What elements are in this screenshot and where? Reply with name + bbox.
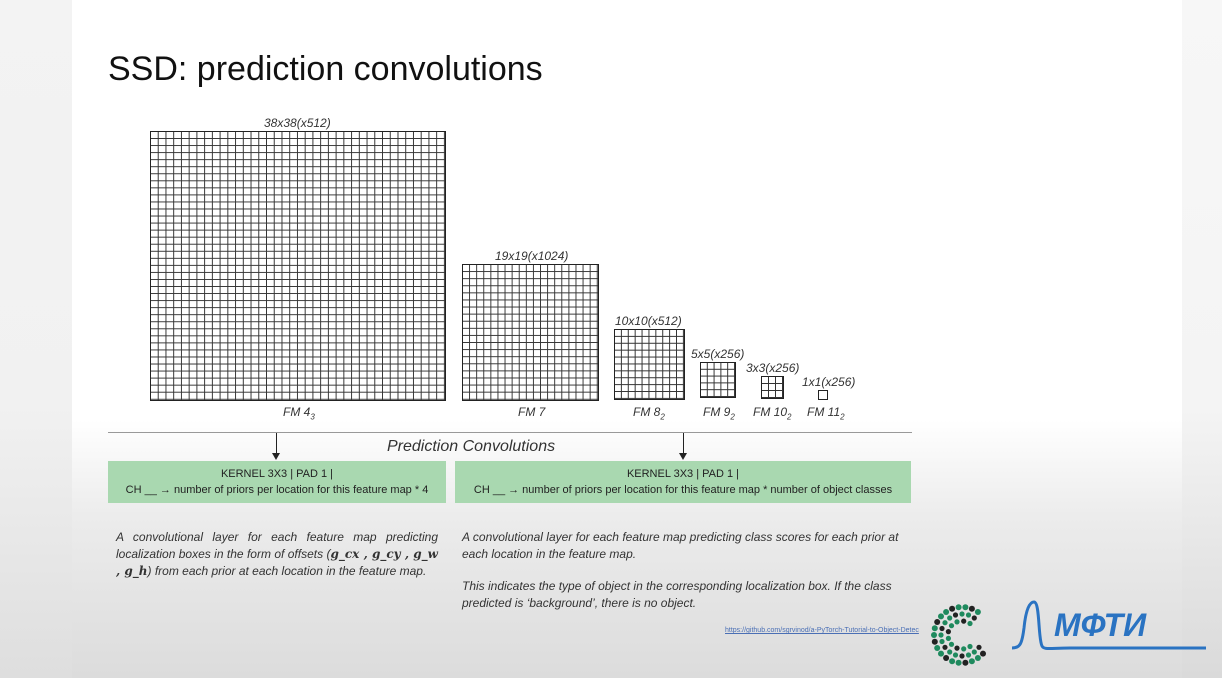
fm10-grid — [761, 376, 784, 399]
loc-kernel-line2: CH __ → number of priors per location fo… — [125, 484, 429, 496]
divider-line — [108, 432, 912, 433]
localization-kernel-box: KERNEL 3X3 | PAD 1 | CH __ → number of p… — [108, 461, 446, 503]
slide-margin-right — [1182, 0, 1222, 678]
fm9-grid — [700, 362, 736, 398]
fm4-grid — [150, 131, 446, 401]
emblem-dot — [947, 649, 953, 655]
fm8-grid — [614, 329, 685, 400]
arrow-left-line — [276, 433, 277, 453]
fm9-size-label: 5x5(x256) — [691, 347, 745, 361]
localization-description: A convolutional layer for each feature m… — [116, 530, 439, 578]
emblem-dot — [961, 618, 967, 624]
emblem-dot — [939, 625, 945, 632]
offset-formula: g_cx , g_cy , g_w , g_h — [116, 547, 439, 578]
emblem-dot — [976, 644, 982, 650]
emblem-dot — [961, 646, 967, 652]
fm11-size-label: 1x1(x256) — [802, 375, 856, 389]
fm7-size-label: 19x19(x1024) — [495, 249, 569, 263]
emblem-dot — [938, 650, 944, 657]
class-kernel-box: KERNEL 3X3 | PAD 1 | CH __ → number of p… — [455, 461, 911, 503]
arrow-down-icon — [272, 453, 280, 460]
class-description: A convolutional layer for each feature m… — [462, 529, 908, 612]
emblem-dot — [959, 653, 965, 659]
emblem-dot — [949, 605, 956, 612]
source-link[interactable]: https://github.com/sgrvinod/a-PyTorch-Tu… — [725, 627, 919, 634]
emblem-dot — [952, 652, 959, 658]
emblem-dot — [947, 615, 953, 621]
fm4-size-label: 38x38(x512) — [264, 116, 331, 130]
arrow-right-line — [683, 433, 684, 453]
mipt-logo: МФТИ — [1011, 600, 1206, 650]
fm8-size-label: 10x10(x512) — [615, 314, 682, 328]
emblem-dot — [945, 635, 951, 641]
emblem-dot — [942, 644, 948, 650]
emblem-dot — [943, 655, 950, 661]
loc-kernel-line1: KERNEL 3X3 | PAD 1 | — [220, 468, 334, 480]
emblem-dot — [942, 620, 948, 626]
emblem-dot — [974, 655, 981, 661]
emblem-dot — [949, 658, 956, 665]
emblem-dot — [938, 613, 944, 620]
emblem-dot — [962, 659, 969, 666]
fm10-name-label: FM 102 — [753, 405, 792, 422]
slide-title: SSD: prediction convolutions — [108, 50, 543, 88]
prediction-convolutions-title: Prediction Convolutions — [387, 438, 556, 455]
emblem-dot — [954, 645, 960, 651]
emblem-dot — [938, 632, 944, 638]
cls-kernel-line2: CH __ → number of priors per location fo… — [473, 484, 893, 496]
emblem-dot — [948, 623, 955, 629]
mipt-logo-text: МФТИ — [1054, 607, 1147, 643]
fm10-size-label: 3x3(x256) — [746, 361, 800, 375]
emblem-dot — [939, 638, 945, 645]
fm4-name-label: FM 43 — [283, 405, 315, 422]
class-description-para2: This indicates the type of object in the… — [462, 579, 892, 610]
fm11-grid — [818, 390, 828, 400]
emblem-dot — [934, 619, 941, 625]
emblem-dot — [954, 619, 960, 625]
emblem-dot — [931, 632, 937, 638]
emblem-dot — [952, 612, 959, 618]
emblem-dot — [931, 638, 938, 645]
fm7-grid — [462, 264, 599, 401]
class-description-para1: A convolutional layer for each feature m… — [462, 530, 899, 561]
emblem-dot — [955, 659, 962, 666]
fm9-name-label: FM 92 — [703, 405, 735, 422]
cls-kernel-line1: KERNEL 3X3 | PAD 1 | — [626, 468, 740, 480]
emblem-dot — [931, 625, 938, 632]
emblem-dot — [971, 649, 977, 655]
emblem-dot — [934, 645, 941, 651]
emblem-dot — [943, 609, 950, 615]
emblem-dot — [962, 604, 969, 611]
mipt-emblem-icon — [931, 604, 986, 666]
emblem-dot — [967, 620, 973, 627]
emblem-dot — [974, 609, 981, 615]
emblem-dot — [971, 615, 977, 621]
emblem-dot — [968, 658, 975, 665]
emblem-dot — [945, 629, 951, 635]
fm8-name-label: FM 82 — [633, 405, 665, 422]
arrow-down-icon — [679, 453, 687, 460]
emblem-dot — [967, 643, 973, 650]
emblem-dot — [980, 650, 986, 657]
emblem-dot — [959, 611, 965, 617]
emblem-dot — [955, 604, 962, 611]
fm11-name-label: FM 112 — [807, 405, 845, 422]
fm7-name-label: FM 7 — [518, 405, 546, 419]
emblem-dot — [965, 652, 972, 658]
emblem-dot — [968, 605, 975, 612]
slide-margin-left — [0, 0, 72, 678]
emblem-dot — [948, 641, 955, 647]
emblem-dot — [965, 612, 972, 618]
